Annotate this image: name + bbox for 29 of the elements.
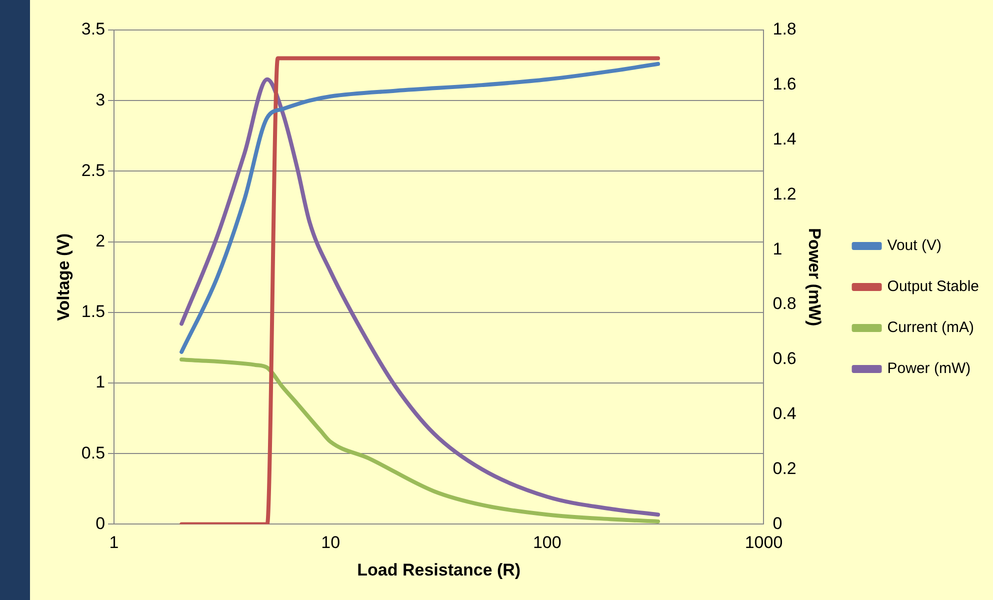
legend-label: Output Stable (887, 278, 980, 296)
y2-tick-label: 1.6 (772, 74, 796, 94)
y2-tick-label: 1 (772, 239, 782, 258)
y-tick-label: 0 (96, 514, 106, 533)
y2-tick-label: 0 (772, 514, 782, 533)
x-tick-label: 1000 (744, 533, 783, 552)
legend-label: Current (mA) (887, 319, 974, 336)
y-tick-label: 2.5 (81, 160, 106, 180)
y-tick-label: 3.5 (81, 20, 106, 39)
y-tick-label: 3 (96, 90, 106, 110)
y2-tick-label: 0.8 (772, 294, 796, 314)
x-axis-title: Load Resistance (R) (357, 560, 521, 580)
y-tick-label: 1.5 (81, 302, 106, 322)
y2-tick-label: 1.4 (772, 130, 796, 149)
y-tick-label: 1 (96, 372, 106, 392)
y-tick-label: 0.5 (81, 443, 106, 462)
y2-tick-label: 0.2 (772, 458, 796, 478)
y-tick-label: 2 (96, 231, 106, 250)
y2-axis-title: Power (mW) (804, 228, 824, 326)
y2-tick-label: 0.6 (772, 349, 796, 368)
y2-tick-label: 0.4 (772, 404, 796, 424)
x-tick-label: 100 (532, 533, 562, 552)
y-axis-title: Voltage (V) (54, 233, 73, 321)
y2-tick-label: 1.8 (772, 20, 796, 39)
x-tick-label: 1 (109, 533, 119, 552)
x-tick-label: 10 (321, 533, 340, 552)
legend-label: Vout (V) (887, 237, 942, 254)
legend-label: Power (mW) (887, 360, 971, 378)
y2-tick-label: 1.2 (772, 184, 796, 204)
